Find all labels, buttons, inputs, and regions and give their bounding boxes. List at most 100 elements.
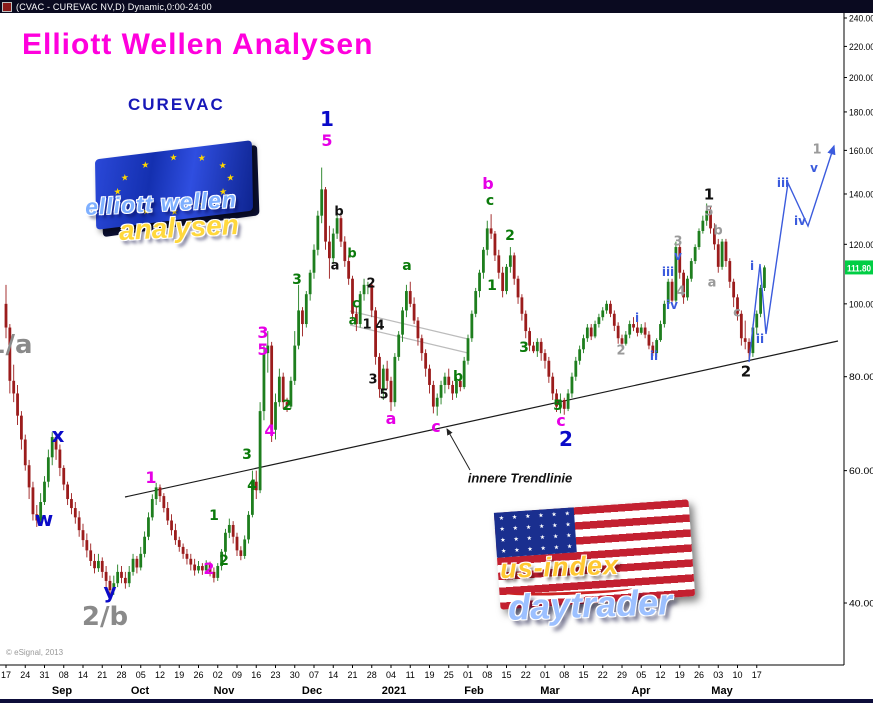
svg-text:19: 19 [174, 670, 184, 680]
eu-logo-text-2: analysen [118, 208, 240, 247]
svg-text:140.00: 140.00 [849, 189, 873, 200]
us-star-icon: ★ [525, 524, 532, 532]
svg-text:15: 15 [501, 670, 511, 680]
svg-text:19: 19 [424, 670, 434, 680]
svg-text:200.00: 200.00 [849, 73, 873, 84]
svg-text:22: 22 [598, 670, 608, 680]
us-star-icon: ★ [500, 537, 506, 544]
candles [4, 167, 766, 597]
us-star-icon: ★ [526, 535, 533, 543]
svg-text:30: 30 [290, 670, 300, 680]
svg-text:23: 23 [270, 670, 280, 680]
svg-text:05: 05 [136, 670, 146, 680]
svg-text:May: May [711, 685, 733, 697]
svg-text:31: 31 [39, 670, 49, 680]
svg-text:28: 28 [367, 670, 377, 680]
svg-text:2021: 2021 [382, 685, 406, 697]
time-axis[interactable]: 17 24 31 08 14 21 28 05 12 19 26 02 09 16 23 30 07 14 21 28… [1, 665, 762, 697]
trendline-label: innere Trendlinie [467, 470, 573, 486]
us-star-icon: ★ [539, 534, 546, 542]
svg-text:111.80: 111.80 [847, 263, 871, 274]
svg-text:Feb: Feb [464, 685, 484, 697]
svg-text:26: 26 [193, 670, 203, 680]
svg-text:160.00: 160.00 [849, 146, 873, 157]
channel-lines [349, 310, 469, 354]
svg-text:02: 02 [213, 670, 223, 680]
us-star-icon: ★ [553, 544, 560, 552]
us-logo-text-1: us-index [499, 549, 620, 585]
svg-text:11: 11 [406, 670, 415, 680]
eu-star-icon: ★ [197, 152, 206, 164]
us-star-icon: ★ [552, 523, 558, 530]
svg-text:01: 01 [463, 670, 473, 680]
svg-text:12: 12 [155, 670, 165, 680]
eu-star-icon: ★ [226, 172, 235, 184]
eu-star-icon: ★ [141, 159, 150, 171]
svg-text:Mar: Mar [540, 685, 560, 697]
us-star-icon: ★ [524, 514, 531, 521]
svg-text:Dec: Dec [302, 685, 322, 697]
us-star-icon: ★ [527, 546, 533, 553]
svg-text:17: 17 [1, 670, 11, 680]
us-star-icon: ★ [499, 526, 506, 534]
svg-text:15: 15 [578, 670, 588, 680]
svg-text:100.00: 100.00 [849, 299, 873, 310]
us-star-icon: ★ [566, 543, 573, 551]
svg-text:21: 21 [97, 670, 107, 680]
svg-text:40.00: 40.00 [849, 599, 873, 610]
svg-text:21: 21 [347, 670, 357, 680]
us-index-daytrader-logo: ★ ★ ★ ★ ★ ★ ★ ★ ★ ★ ★ ★ ★ ★ ★ ★ ★ ★ ★ ★ ★ ★ ★ ★ us-index daytra… [480, 499, 740, 650]
svg-text:22: 22 [521, 670, 531, 680]
svg-text:04: 04 [386, 670, 396, 680]
svg-text:16: 16 [251, 670, 261, 680]
svg-text:29: 29 [617, 670, 627, 680]
us-star-icon: ★ [512, 525, 519, 533]
copyright-watermark: © eSignal, 2013 [6, 648, 64, 657]
us-star-icon: ★ [552, 533, 559, 541]
page-title: Elliott Wellen Analysen [22, 28, 374, 61]
svg-text:Oct: Oct [131, 685, 150, 697]
svg-text:25: 25 [444, 670, 454, 680]
us-star-icon: ★ [551, 512, 558, 519]
chart-app-icon [2, 1, 12, 12]
svg-text:05: 05 [636, 670, 646, 680]
us-star-icon: ★ [511, 515, 518, 522]
us-flag-canton: ★ ★ ★ ★ ★ ★ ★ ★ ★ ★ ★ ★ ★ ★ ★ ★ ★ ★ ★ ★ ★ ★ ★ ★ [493, 507, 577, 558]
price-axis[interactable]: 240.00 220.00 200.00 180.00 160.00 140.00 120.… [844, 14, 873, 610]
window-title: (CVAC - CUREVAC NV,D) Dynamic,0:00-24:00 [16, 1, 212, 12]
svg-text:17: 17 [752, 670, 762, 680]
us-star-icon: ★ [538, 524, 545, 531]
us-star-icon: ★ [498, 516, 505, 523]
svg-text:19: 19 [675, 670, 685, 680]
us-star-icon: ★ [513, 536, 520, 543]
svg-text:09: 09 [232, 670, 242, 680]
svg-text:10: 10 [732, 670, 742, 680]
svg-text:08: 08 [482, 670, 492, 680]
svg-text:07: 07 [309, 670, 319, 680]
eu-star-icon: ★ [169, 152, 178, 164]
svg-text:03: 03 [713, 670, 723, 680]
svg-text:80.00: 80.00 [849, 372, 873, 383]
us-star-icon: ★ [540, 545, 547, 552]
bottom-border [0, 699, 873, 703]
eu-star-icon: ★ [218, 159, 227, 171]
trendline-pointer-arrow [446, 428, 471, 471]
title-bar[interactable]: (CVAC - CUREVAC NV,D) Dynamic,0:00-24:00 [0, 0, 873, 13]
svg-text:240.00: 240.00 [849, 14, 873, 25]
us-star-icon: ★ [565, 532, 572, 540]
eu-star-icon: ★ [120, 171, 129, 183]
svg-text:08: 08 [559, 670, 569, 680]
svg-text:120.00: 120.00 [849, 240, 873, 251]
svg-text:60.00: 60.00 [849, 466, 873, 477]
svg-text:220.00: 220.00 [849, 42, 873, 53]
current-price-badge: 111.80 [845, 260, 873, 275]
wave-projection-line [748, 144, 836, 363]
svg-text:24: 24 [20, 670, 30, 680]
inner-trendline[interactable] [124, 340, 839, 498]
us-star-icon: ★ [565, 522, 571, 529]
svg-text:12: 12 [655, 670, 665, 680]
svg-text:180.00: 180.00 [849, 107, 873, 118]
svg-text:08: 08 [59, 670, 69, 680]
